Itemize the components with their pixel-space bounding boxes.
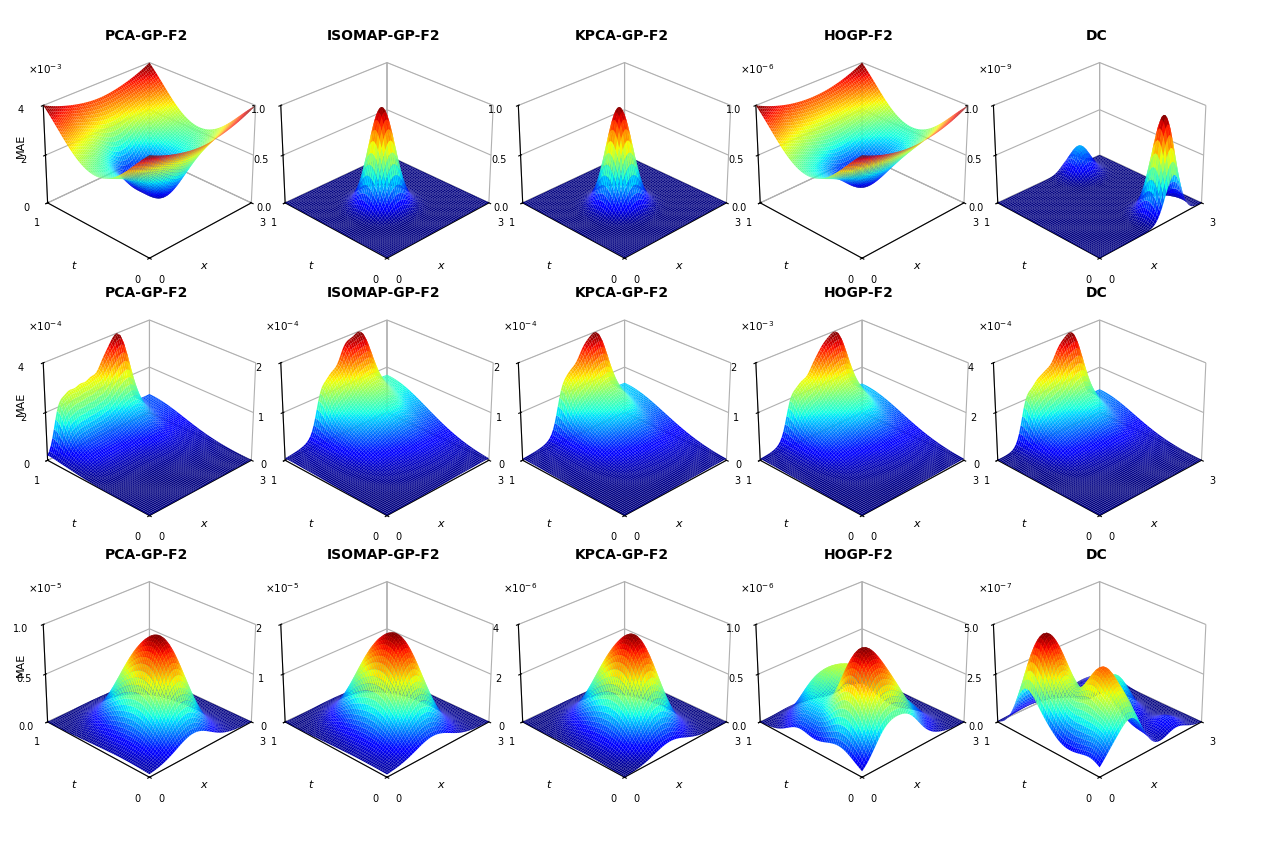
Text: t: t — [546, 781, 551, 790]
Title: DC: DC — [1086, 29, 1107, 43]
Title: HOGP-F2: HOGP-F2 — [824, 286, 894, 300]
Text: ×10$^{-4}$: ×10$^{-4}$ — [977, 320, 1012, 333]
Text: x: x — [438, 519, 444, 528]
Title: ISOMAP-GP-F2: ISOMAP-GP-F2 — [327, 29, 440, 43]
Title: PCA-GP-F2: PCA-GP-F2 — [105, 29, 187, 43]
Title: KPCA-GP-F2: KPCA-GP-F2 — [574, 286, 669, 300]
Text: t: t — [71, 519, 76, 528]
Text: ×10$^{-5}$: ×10$^{-5}$ — [27, 582, 62, 595]
Title: PCA-GP-F2: PCA-GP-F2 — [105, 548, 187, 562]
Text: ×10$^{-6}$: ×10$^{-6}$ — [502, 582, 537, 595]
Text: x: x — [1150, 519, 1157, 528]
Title: KPCA-GP-F2: KPCA-GP-F2 — [574, 29, 669, 43]
Text: t: t — [308, 519, 313, 528]
Title: ISOMAP-GP-F2: ISOMAP-GP-F2 — [327, 548, 440, 562]
Text: x: x — [1150, 262, 1157, 271]
Text: ×10$^{-7}$: ×10$^{-7}$ — [977, 582, 1012, 595]
Text: t: t — [546, 519, 551, 528]
Text: ×10$^{-5}$: ×10$^{-5}$ — [265, 582, 299, 595]
Text: t: t — [1021, 262, 1026, 271]
Text: t: t — [308, 262, 313, 271]
Title: DC: DC — [1086, 286, 1107, 300]
Text: ×10$^{-4}$: ×10$^{-4}$ — [27, 320, 62, 333]
Text: x: x — [913, 781, 919, 790]
Text: t: t — [1021, 519, 1026, 528]
Text: x: x — [675, 262, 682, 271]
Text: t: t — [71, 781, 76, 790]
Text: t: t — [546, 262, 551, 271]
Text: MAE: MAE — [15, 653, 26, 678]
Title: HOGP-F2: HOGP-F2 — [824, 29, 894, 43]
Text: ×10$^{-9}$: ×10$^{-9}$ — [977, 62, 1012, 76]
Text: t: t — [1021, 781, 1026, 790]
Text: MAE: MAE — [15, 392, 26, 416]
Text: x: x — [438, 781, 444, 790]
Text: ×10$^{-6}$: ×10$^{-6}$ — [740, 582, 774, 595]
Title: ISOMAP-GP-F2: ISOMAP-GP-F2 — [327, 286, 440, 300]
Text: x: x — [913, 519, 919, 528]
Text: MAE: MAE — [15, 134, 26, 159]
Text: x: x — [200, 262, 207, 271]
Text: ×10$^{-4}$: ×10$^{-4}$ — [502, 320, 537, 333]
Text: t: t — [783, 262, 788, 271]
Text: t: t — [308, 781, 313, 790]
Text: ×10$^{-3}$: ×10$^{-3}$ — [740, 320, 774, 333]
Text: t: t — [71, 262, 76, 271]
Text: ×10$^{-3}$: ×10$^{-3}$ — [27, 62, 62, 76]
Text: x: x — [675, 519, 682, 528]
Text: x: x — [675, 781, 682, 790]
Text: x: x — [1150, 781, 1157, 790]
Text: x: x — [438, 262, 444, 271]
Title: KPCA-GP-F2: KPCA-GP-F2 — [574, 548, 669, 562]
Title: PCA-GP-F2: PCA-GP-F2 — [105, 286, 187, 300]
Text: x: x — [913, 262, 919, 271]
Text: t: t — [783, 781, 788, 790]
Text: t: t — [783, 519, 788, 528]
Title: DC: DC — [1086, 548, 1107, 562]
Text: x: x — [200, 781, 207, 790]
Title: HOGP-F2: HOGP-F2 — [824, 548, 894, 562]
Text: ×10$^{-6}$: ×10$^{-6}$ — [740, 62, 774, 76]
Text: ×10$^{-4}$: ×10$^{-4}$ — [265, 320, 299, 333]
Text: x: x — [200, 519, 207, 528]
